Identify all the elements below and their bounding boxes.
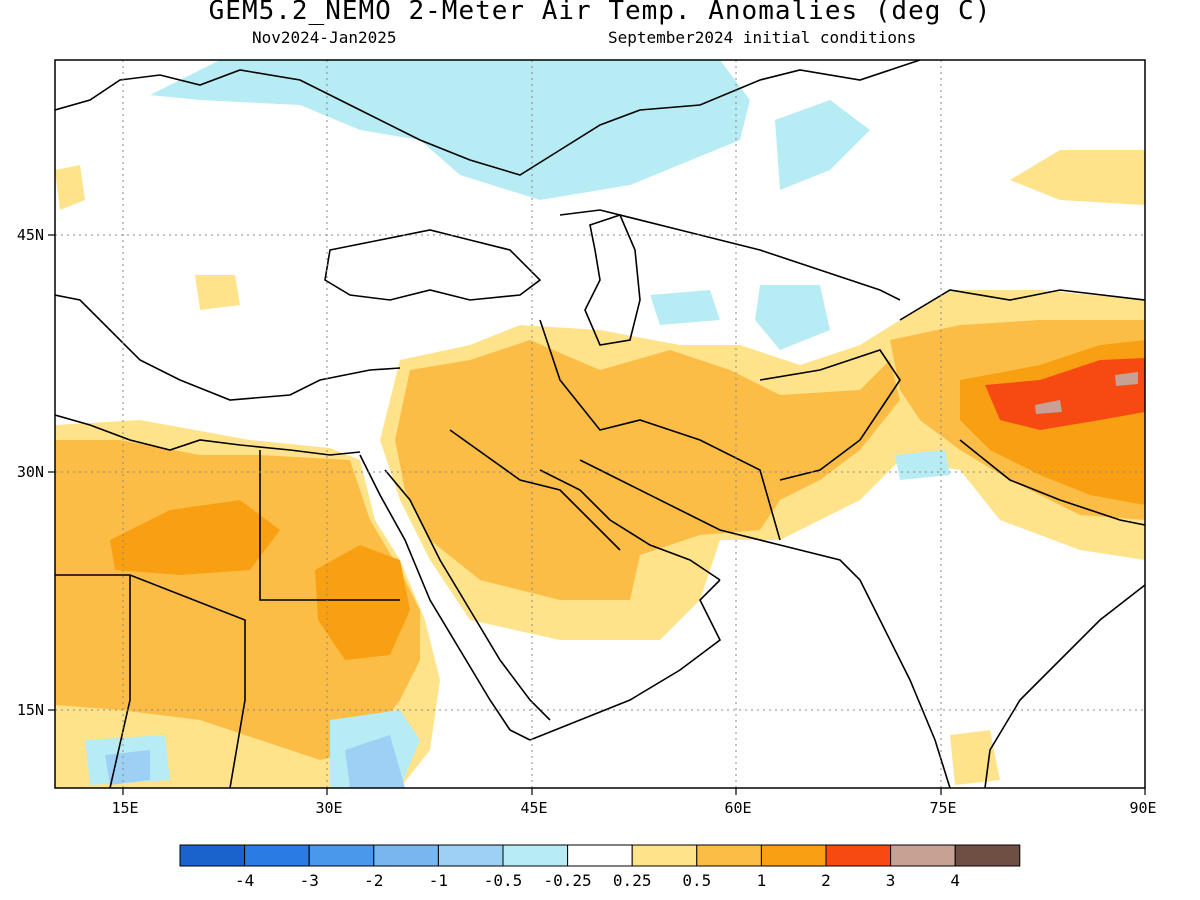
anomaly-region-south-india — [950, 730, 1000, 785]
colorbar-swatch-0 — [179, 844, 246, 867]
border-iran — [539, 319, 781, 541]
anomaly-region-ethiopia — [345, 735, 405, 788]
colorbar-swatch-12 — [954, 844, 1021, 867]
x-tick-label-60e: 60E — [724, 799, 751, 817]
colorbar-label-11: 4 — [950, 871, 960, 890]
coastline-black-sea — [324, 229, 542, 301]
anomaly-region-balkans — [195, 275, 240, 310]
colorbar — [179, 844, 1021, 867]
anomaly-region-tibet-core — [985, 358, 1145, 430]
coastline-india — [859, 579, 951, 788]
border-africa-1 — [55, 574, 246, 788]
colorbar-swatch-1 — [244, 844, 310, 867]
plot-frame — [54, 59, 1146, 789]
anomaly-region-sudan — [315, 545, 410, 660]
colorbar-label-0: -4 — [235, 871, 254, 890]
colorbar-label-10: 3 — [886, 871, 896, 890]
anomaly-region-tibet-extreme-2 — [1115, 372, 1138, 386]
coastline-india-east — [984, 584, 1145, 788]
colorbar-swatch-8 — [696, 844, 762, 867]
anomaly-region-russia — [150, 60, 750, 200]
colorbar-swatch-11 — [890, 844, 956, 867]
x-tick-label-15e: 15E — [111, 799, 138, 817]
anomaly-region-pakistan — [895, 450, 950, 480]
anomaly-region-mongolia — [1010, 150, 1145, 205]
colorbar-swatch-2 — [308, 844, 375, 867]
colorbar-label-6: 0.25 — [613, 871, 652, 890]
axis-ticks — [48, 234, 1146, 795]
anomaly-fields — [55, 60, 1145, 788]
coastline-north-africa — [55, 414, 361, 456]
colorbar-label-7: 0.5 — [682, 871, 711, 890]
colorbar-swatch-7 — [631, 844, 698, 867]
colorbar-label-9: 2 — [821, 871, 831, 890]
anomaly-region-tibet-extreme-1 — [1035, 400, 1062, 414]
anomaly-region-italy — [55, 165, 85, 210]
border-china — [899, 289, 1145, 321]
border-nepal — [959, 439, 1145, 526]
colorbar-swatch-4 — [437, 844, 504, 867]
colorbar-label-5: -0.25 — [544, 871, 592, 890]
anomaly-region-west-siberia — [775, 100, 870, 190]
coastline-arabia-south — [529, 579, 722, 741]
anomaly-region-arabia-iran — [395, 340, 900, 600]
coastline-caspian — [584, 214, 641, 346]
colorbar-swatch-10 — [825, 844, 892, 867]
colorbar-label-4: -0.5 — [484, 871, 523, 890]
coastline-red-sea-east — [384, 469, 551, 721]
coastlines — [55, 60, 1145, 788]
border-saudi — [449, 429, 621, 551]
anomaly-region-chad — [110, 500, 280, 575]
x-tick-label-75e: 75E — [929, 799, 956, 817]
colorbar-swatch-9 — [760, 844, 827, 867]
y-tick-label-15n: 15N — [17, 701, 44, 719]
x-tick-label-30e: 30E — [315, 799, 342, 817]
x-tick-label-45e: 45E — [520, 799, 547, 817]
anomaly-region-sahara — [55, 440, 420, 760]
border-kazakhstan — [559, 209, 901, 301]
colorbar-label-2: -2 — [364, 871, 383, 890]
colorbar-label-1: -3 — [300, 871, 319, 890]
gridlines — [55, 60, 1145, 788]
colorbar-swatch-6 — [567, 844, 633, 867]
coastline-iran-south — [579, 459, 861, 581]
coastline-persian-gulf — [539, 469, 721, 581]
border-egypt — [259, 450, 400, 601]
anomaly-region-central-asia — [755, 285, 830, 350]
x-tick-label-90e: 90E — [1129, 799, 1156, 817]
map-title: GEM5.2_NEMO 2-Meter Air Temp. Anomalies … — [208, 0, 992, 26]
forecast-period: Nov2024-Jan2025 — [252, 28, 397, 47]
border-afghanistan — [759, 349, 901, 481]
y-tick-label-30n: 30N — [17, 463, 44, 481]
border-africa-2 — [109, 575, 131, 788]
colorbar-swatch-3 — [373, 844, 439, 867]
initial-conditions: September2024 initial conditions — [608, 28, 917, 47]
colorbar-labels: -4 -3 -2 -1 -0.5 -0.25 0.25 0.5 1 2 3 4 — [235, 871, 960, 890]
colorbar-label-8: 1 — [757, 871, 767, 890]
y-tick-label-45n: 45N — [17, 226, 44, 244]
coastline-europe — [55, 60, 921, 176]
anomaly-region-kazakhstan — [650, 290, 720, 325]
colorbar-label-3: -1 — [429, 871, 448, 890]
colorbar-swatch-5 — [502, 844, 569, 867]
coastline-mediterranean — [55, 294, 401, 401]
coastline-red-sea — [359, 454, 531, 741]
